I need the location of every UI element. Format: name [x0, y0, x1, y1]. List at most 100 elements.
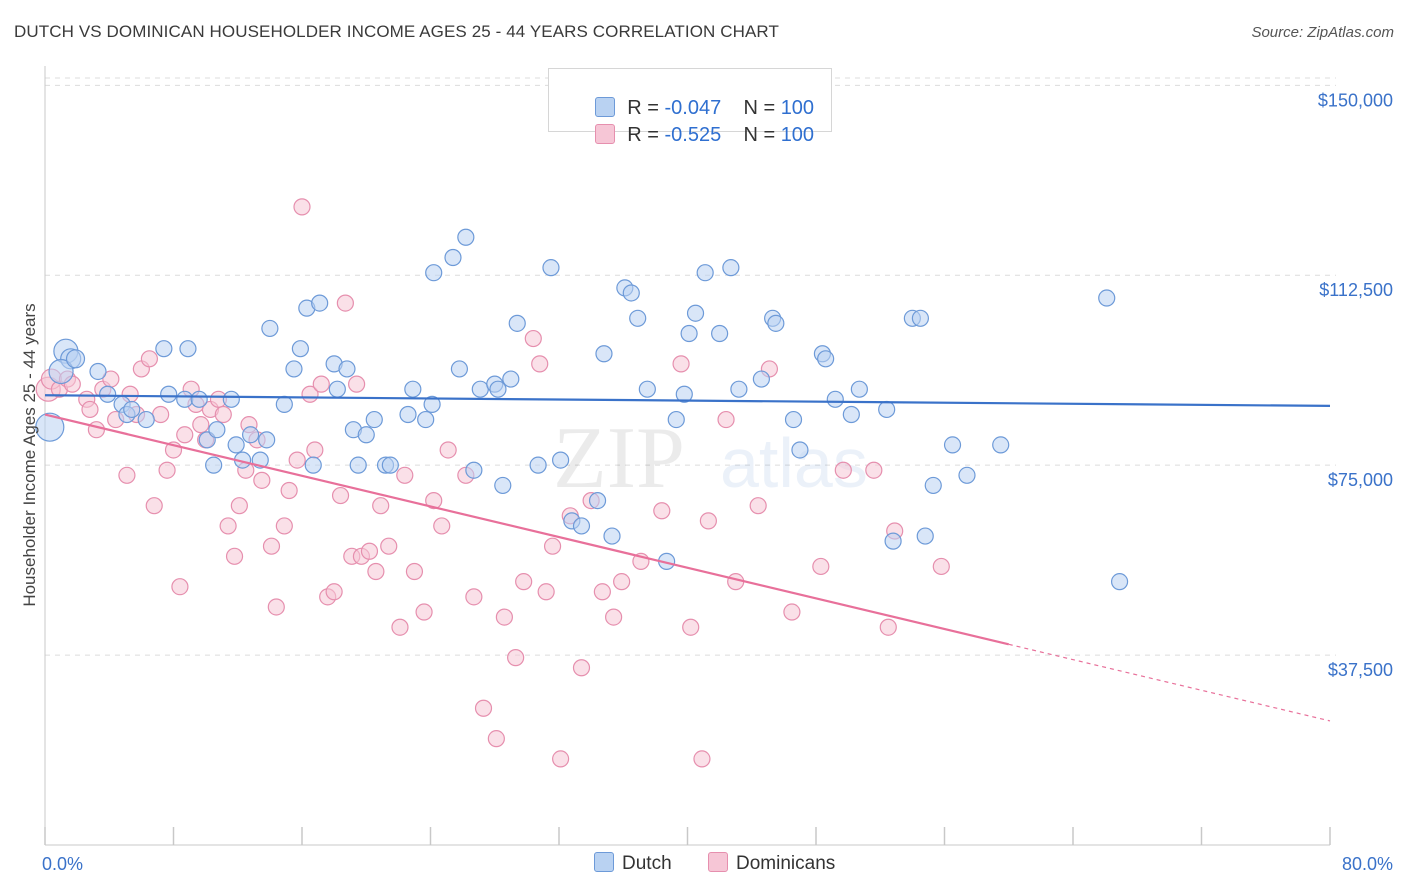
dutch-point: [1098, 289, 1116, 307]
bottom-legend-label: Dutch: [622, 853, 672, 874]
legend: R = -0.047 N = 100 R = -0.525 N = 100: [548, 68, 832, 146]
dutch-point: [826, 390, 844, 408]
dutch-point: [258, 431, 276, 449]
dominican-points: [35, 198, 950, 768]
dominican-point: [140, 350, 159, 368]
dutch-point: [349, 456, 367, 474]
dominican-point: [158, 461, 176, 479]
dominican-point: [749, 497, 767, 515]
y-tick-label: $150,000: [1318, 90, 1393, 110]
dominican-point: [932, 557, 950, 576]
dutch-point: [752, 370, 770, 388]
dominican-point: [531, 355, 549, 373]
dutch-point: [884, 532, 902, 550]
dominican-point: [118, 466, 136, 484]
dominican-point: [812, 557, 830, 576]
dominican-point: [336, 294, 354, 312]
dutch-point: [35, 412, 65, 442]
legend-n-label: N =: [743, 97, 781, 119]
dominican-point: [288, 451, 306, 469]
dominican-point: [219, 517, 237, 535]
dutch-point: [457, 228, 475, 246]
dutch-point: [338, 360, 356, 378]
dominican-point: [433, 517, 451, 535]
dutch-point: [696, 264, 714, 282]
dominican-point: [262, 537, 281, 555]
dutch-point: [675, 385, 693, 403]
dominican-point: [275, 517, 293, 535]
legend-n-value: 100: [780, 97, 815, 119]
dutch-point: [730, 380, 748, 398]
dominican-point: [171, 578, 189, 596]
dutch-point: [365, 410, 383, 429]
legend-r-label: R =: [627, 97, 665, 119]
dominican-point: [348, 375, 366, 393]
dominican-point: [487, 730, 505, 748]
dominican-point: [396, 466, 414, 484]
dominican-point: [405, 562, 424, 581]
legend-n-label: N =: [743, 124, 781, 146]
dutch-point: [1110, 573, 1129, 591]
dutch-point: [261, 319, 279, 338]
dutch-point: [242, 426, 260, 444]
legend-swatch-dominicans: [595, 124, 616, 144]
legend-r-value: -0.047: [664, 97, 722, 119]
bottom-legend-dutch: Dutch: [594, 852, 672, 875]
dominican-point: [613, 573, 631, 591]
legend-swatch-dutch: [595, 97, 616, 117]
dominican-point: [507, 649, 525, 667]
dutch-point: [588, 492, 607, 510]
dominican-point: [682, 618, 700, 636]
dominican-point: [192, 416, 210, 434]
dominican-point: [572, 659, 591, 677]
dutch-point: [638, 380, 656, 398]
bottom-legend-dominicans: Dominicans: [708, 852, 835, 875]
x-tick-label: 80.0%: [1342, 854, 1393, 874]
dutch-point: [943, 436, 962, 454]
dutch-point: [48, 358, 74, 385]
dutch-point: [784, 410, 803, 429]
dominican-point: [699, 512, 717, 530]
dutch-point: [465, 461, 483, 479]
dominican-point: [87, 421, 106, 439]
dominican-point: [367, 562, 385, 581]
dominican-point: [495, 608, 513, 626]
dutch-point: [176, 390, 194, 408]
dutch-point: [916, 527, 934, 545]
dutch-point: [850, 380, 868, 398]
dutch-point: [89, 362, 107, 381]
dominican-point: [605, 608, 623, 626]
tick-labels: $37,500 $75,000 $112,500 $150,000 0.0% 80.0%: [42, 90, 1393, 874]
y-axis-label: Householder Income Ages 25 - 44 years: [20, 303, 39, 606]
dutch-point: [222, 390, 240, 408]
dutch-point: [502, 370, 520, 388]
dutch-point: [208, 421, 226, 439]
dominican-point: [225, 547, 244, 565]
dutch-point: [205, 456, 223, 474]
dominican-point: [312, 375, 330, 393]
dutch-point: [155, 340, 173, 358]
dutch-point: [450, 360, 469, 378]
dominican-point: [176, 426, 194, 444]
dutch-point: [160, 385, 178, 403]
chart-title: DUTCH VS DOMINICAN HOUSEHOLDER INCOME AG…: [14, 22, 779, 41]
dutch-point: [291, 340, 309, 358]
dutch-point: [508, 314, 526, 332]
dominican-point: [865, 461, 883, 479]
trend-lines: [44, 394, 1331, 722]
dutch-point: [667, 410, 685, 429]
dutch-point: [842, 405, 860, 424]
y-tick-label: $75,000: [1328, 470, 1393, 490]
dutch-point: [924, 476, 942, 495]
y-tick-label: $37,500: [1328, 660, 1393, 680]
dominican-point: [717, 410, 735, 429]
dominican-point: [465, 588, 483, 606]
dutch-point: [444, 248, 462, 267]
dominican-point: [253, 471, 271, 489]
trend-line: [44, 413, 1010, 646]
dominican-point: [360, 542, 379, 560]
dominican-point: [834, 461, 852, 479]
dominican-point: [425, 492, 443, 510]
dominican-point: [543, 537, 562, 555]
